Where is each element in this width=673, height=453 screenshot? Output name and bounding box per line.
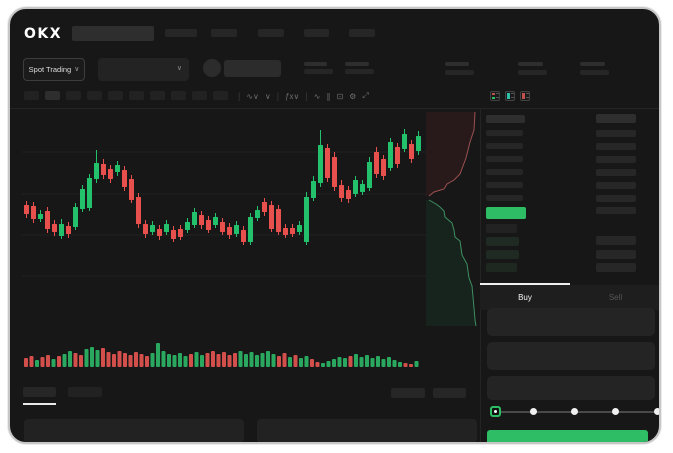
divider: | [305,91,308,101]
screenshot-icon[interactable]: ⊡ [336,91,344,101]
trendline-tool-icon[interactable]: ∿ [313,91,321,101]
candle-type-icon[interactable]: ∨ [264,91,271,101]
stat-label-skeleton [345,62,369,66]
slider-handle-0[interactable] [490,406,501,417]
active-tab-underline [23,403,56,405]
orderbook-bids-icon[interactable] [505,91,515,101]
orderbook-combined-icon[interactable] [490,91,500,101]
orderbook-ask-row[interactable] [486,182,523,188]
slider-stop-100[interactable] [654,408,659,415]
stat-label-skeleton [445,62,469,66]
bottom-panel-skeleton [24,419,244,442]
orderbook-amount-row [596,263,636,272]
orderbook-amount-row [596,156,636,163]
stat-value-skeleton [518,70,547,75]
timeframe-button[interactable] [171,91,186,100]
depth-chart[interactable] [426,110,482,334]
timeframe-button[interactable] [108,91,123,100]
tab-buy[interactable]: Buy [518,293,532,302]
orderbook-ask-row[interactable] [486,143,523,149]
timeframe-button-active[interactable] [45,91,60,100]
stat-value-skeleton [345,69,374,74]
divider: | [238,91,241,101]
price-input-skeleton[interactable] [487,308,655,336]
nav-item-skeleton[interactable] [349,29,375,37]
bottom-tab-active-skeleton[interactable] [23,387,56,397]
coin-avatar [203,59,221,77]
orderbook-col-header-skeleton [596,114,636,123]
orderbook-ask-row[interactable] [486,169,523,175]
timeframe-button[interactable] [66,91,81,100]
device-frame: OKX Spot Trading ∨ ∨ | ∿∨ ∨ | ƒx∨ | ∿ ∥ … [8,7,661,444]
volume-chart [24,343,419,367]
chevron-down-icon: ∨ [74,66,80,73]
pair-name-skeleton [224,60,281,77]
timeframe-button[interactable] [213,91,228,100]
indicators-icon[interactable]: ƒx∨ [285,91,300,101]
candlestick-chart[interactable] [22,110,426,334]
timeframe-button[interactable] [87,91,102,100]
buy-submit-button[interactable] [487,430,648,442]
orderbook-amount-row [596,195,636,202]
stat-value-skeleton [304,69,333,74]
timeframe-button[interactable] [150,91,165,100]
amount-input-skeleton[interactable] [487,342,655,370]
header-title-skeleton [72,26,154,41]
orderbook-bid-row[interactable] [486,250,519,259]
parallel-lines-tool-icon[interactable]: ∥ [326,91,331,101]
market-type-dropdown[interactable]: Spot Trading ∨ [23,58,85,81]
timeframe-button[interactable] [24,91,39,100]
timeframe-button[interactable] [192,91,207,100]
orderbook-ask-row[interactable] [486,130,523,136]
orderbook-ask-row[interactable] [486,195,523,201]
stat-label-skeleton [518,62,543,66]
orderbook-bid-row[interactable] [486,237,519,246]
orderbook-bid-row[interactable] [486,263,517,272]
stat-value-skeleton [445,70,474,75]
overlay-style-icon[interactable]: ∿∨ [246,91,259,101]
total-input-skeleton[interactable] [487,376,655,400]
orderbook-amount-row [596,169,636,176]
active-tab-indicator [480,283,570,285]
divider [10,108,659,109]
timeframe-button[interactable] [129,91,144,100]
slider-stop-50[interactable] [571,408,578,415]
orderbook-amount-row [596,143,636,150]
orderbook-amount-row [596,236,636,245]
stat-label-skeleton [304,62,327,66]
orderbook-asks-icon[interactable] [520,91,530,101]
orderbook-bid-row[interactable] [486,224,517,233]
bottom-action-skeleton[interactable] [391,388,425,398]
divider: | [276,91,280,101]
slider-stop-25[interactable] [530,408,537,415]
orderbook-amount-row [596,130,636,137]
bottom-action-skeleton[interactable] [433,388,466,398]
last-price-badge[interactable] [486,207,526,219]
chevron-down-icon: ∨ [176,65,182,72]
fullscreen-icon[interactable]: ⤢ [362,91,369,100]
nav-item-skeleton[interactable] [258,29,284,37]
nav-item-skeleton[interactable] [165,29,197,37]
bottom-panel-skeleton [257,419,477,442]
orderbook-amount-row [596,207,636,214]
stat-value-skeleton [580,70,609,75]
trade-tabbar [480,285,659,310]
market-type-label: Spot Trading [28,65,72,74]
slider-stop-75[interactable] [612,408,619,415]
orderbook-col-header-skeleton [486,115,525,123]
stat-label-skeleton [580,62,605,66]
nav-item-skeleton[interactable] [211,29,237,37]
divider [480,108,481,442]
tab-sell[interactable]: Sell [608,293,623,302]
orderbook-amount-row [596,182,636,189]
orderbook-amount-row [596,250,636,259]
chart-tools-bar: | ∿∨ ∨ | ƒx∨ | ∿ ∥ ⊡ ⚙ ⤢ [238,90,369,102]
chart-settings-icon[interactable]: ⚙ [349,91,357,101]
nav-item-skeleton[interactable] [304,29,329,37]
pair-search-dropdown[interactable]: ∨ [98,58,189,81]
okx-logo[interactable]: OKX [24,26,63,42]
bottom-tab-skeleton[interactable] [68,387,102,397]
orderbook-ask-row[interactable] [486,156,523,162]
